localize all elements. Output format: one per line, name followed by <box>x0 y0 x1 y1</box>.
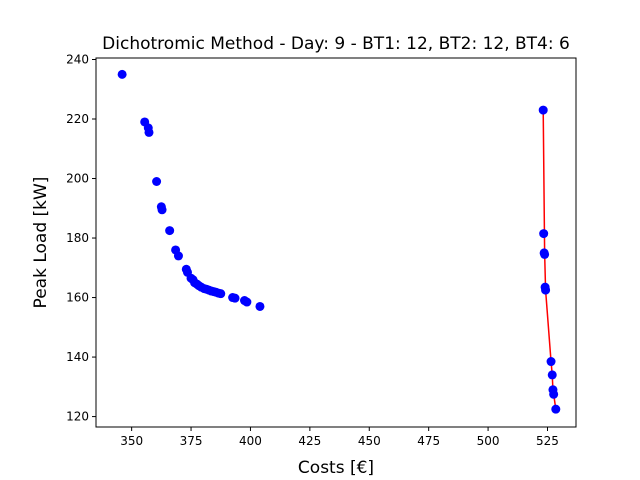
data-point <box>152 177 162 186</box>
axis-ticks: 350 375 400 425 450 475 500 525 120 140 160 180 200 2… <box>66 52 559 448</box>
data-point <box>230 293 240 303</box>
x-tick-label: 500 <box>477 434 500 448</box>
data-point <box>144 127 154 137</box>
data-point <box>540 249 550 259</box>
chart-title: Dichotromic Method - Day: 9 - BT1: 12, B… <box>102 34 570 54</box>
y-tick-label: 200 <box>66 172 89 186</box>
data-point <box>546 357 556 367</box>
data-point <box>547 370 557 380</box>
data-point <box>541 285 551 295</box>
y-tick-label: 180 <box>66 231 89 245</box>
data-point <box>549 389 559 399</box>
plot-frame <box>95 57 577 428</box>
x-tick-label: 450 <box>358 434 381 448</box>
data-point <box>255 301 265 311</box>
data-point <box>165 226 175 236</box>
data-point <box>216 289 226 299</box>
x-tick-label: 375 <box>180 434 203 448</box>
y-tick-label: 120 <box>66 410 89 424</box>
y-tick-label: 160 <box>66 291 89 305</box>
data-point <box>173 251 183 261</box>
x-tick-label: 525 <box>536 434 559 448</box>
x-tick-label: 400 <box>239 434 262 448</box>
y-tick-label: 140 <box>66 350 89 364</box>
x-tick-label: 425 <box>298 434 321 448</box>
x-tick-label: 475 <box>417 434 440 448</box>
data-point <box>538 105 548 115</box>
data-points <box>117 69 561 414</box>
data-point <box>539 229 549 239</box>
plot-area <box>96 58 576 427</box>
x-tick-label: 350 <box>120 434 143 448</box>
y-axis-label: Peak Load [kW] <box>31 177 51 309</box>
data-point <box>117 69 127 79</box>
x-axis-label: Costs [€] <box>298 458 374 478</box>
y-tick-label: 240 <box>66 52 89 66</box>
data-point <box>242 297 252 307</box>
data-point <box>551 404 561 414</box>
data-point <box>157 205 167 215</box>
y-tick-label: 220 <box>66 112 89 126</box>
